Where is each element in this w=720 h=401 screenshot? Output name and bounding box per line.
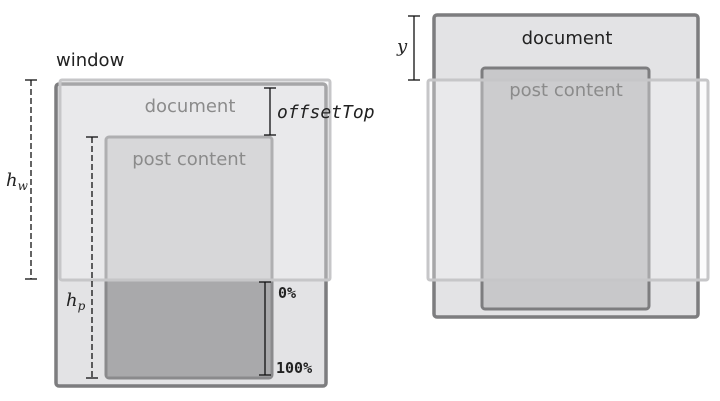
hw-label-main: h	[6, 170, 18, 191]
window-label: window	[56, 50, 124, 71]
hp-label-sub: p	[78, 299, 86, 313]
progress-range-dimension	[259, 281, 271, 376]
scroll-y-dimension	[408, 15, 420, 81]
end-percent-label: 100%	[276, 359, 312, 377]
left-document-label: document	[145, 96, 236, 117]
hp-label: hp	[66, 290, 86, 313]
left-post-overlap-region	[107, 279, 271, 377]
hp-label-main: h	[66, 290, 78, 311]
left-diagram: window document post content offsetTop h…	[6, 50, 375, 388]
post-height-dimension	[86, 136, 98, 379]
right-post-content-label: post content	[509, 80, 623, 101]
right-diagram: document post content y	[396, 13, 710, 319]
right-post-overlap-region	[483, 81, 648, 280]
hw-label: hw	[6, 170, 29, 193]
right-document-label: document	[522, 28, 613, 49]
window-box	[58, 78, 332, 282]
offset-top-label: offsetTop	[277, 102, 375, 123]
window-height-dimension	[25, 79, 37, 280]
y-label: y	[396, 36, 408, 57]
offset-top-dimension	[264, 87, 276, 136]
right-window-box	[426, 78, 710, 282]
hw-label-sub: w	[18, 179, 29, 193]
start-percent-label: 0%	[278, 284, 296, 302]
left-post-content-label: post content	[132, 149, 246, 170]
